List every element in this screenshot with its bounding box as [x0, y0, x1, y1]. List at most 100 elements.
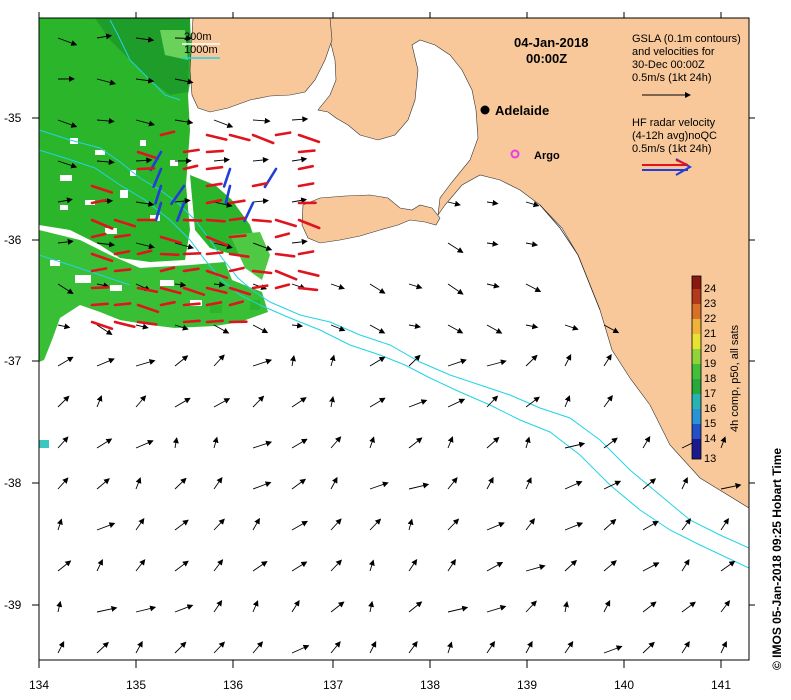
gsla-arrow: [447, 518, 460, 531]
radar-arrow-red: [274, 218, 297, 228]
radar-arrow-red: [228, 216, 247, 222]
radar-arrow-red: [113, 320, 136, 329]
colorbar-tick: 22: [704, 313, 716, 325]
radar-arrow-red: [182, 267, 200, 273]
gsla-arrow: [408, 437, 423, 449]
gsla-arrow: [329, 396, 335, 408]
x-tick-label: 140: [614, 678, 634, 692]
gsla-arrow: [603, 394, 613, 408]
hf-legend-line: 0.5m/s (1kt 24h): [632, 143, 711, 155]
x-axis-ticks: [38, 12, 722, 668]
gsla-arrow: [603, 645, 623, 654]
radar-arrow-red: [113, 268, 132, 273]
gsla-arrow: [57, 283, 74, 295]
gsla-arrow: [408, 601, 423, 613]
radar-arrow-red: [113, 250, 131, 256]
gsla-arrow: [603, 560, 617, 572]
gsla-arrow: [252, 641, 264, 654]
radar-arrow-red: [297, 286, 319, 292]
gsla-arrow: [174, 477, 187, 490]
gsla-arrow: [408, 640, 418, 654]
adelaide-label: Adelaide: [495, 103, 549, 118]
gsla-arrow: [96, 78, 116, 86]
gsla-arrow: [57, 323, 71, 330]
gsla-arrow: [525, 201, 540, 208]
radar-arrow-red: [297, 269, 320, 277]
gsla-arrow: [174, 78, 194, 85]
radar-arrow-red: [251, 182, 269, 188]
gsla-arrow: [291, 156, 308, 163]
gsla-arrow: [291, 599, 300, 613]
gsla-arrow: [603, 324, 620, 334]
gsla-arrow: [330, 601, 345, 613]
x-tick-label: 141: [711, 678, 731, 692]
gsla-arrow: [408, 283, 423, 290]
gsla-arrow: [369, 356, 386, 367]
gsla-arrow: [96, 438, 113, 449]
gsla-arrow: [212, 436, 219, 449]
gsla-arrow: [174, 604, 194, 613]
radar-arrow-red: [205, 133, 228, 141]
gsla-arrow: [330, 476, 338, 490]
gsla-arrow: [407, 518, 414, 531]
gsla-arrow: [96, 478, 110, 490]
gsla-arrow: [213, 242, 233, 250]
radar-arrow-red: [90, 198, 107, 205]
gsla-arrow: [135, 323, 149, 330]
gsla-arrow: [603, 480, 622, 490]
radar-arrow-red: [205, 269, 229, 280]
radar-arrow-red: [136, 167, 156, 171]
y-tick-label: -35: [4, 111, 22, 125]
colorbar-tick: 15: [704, 418, 716, 430]
gsla-arrow: [603, 353, 612, 367]
gsla-arrow: [57, 356, 74, 367]
gsla-arrow: [681, 476, 688, 490]
gsla-arrow: [603, 518, 617, 531]
gsla-arrow: [135, 605, 157, 613]
radar-arrow-red: [136, 320, 158, 326]
colorbar-tick: 19: [704, 358, 716, 370]
gsla-arrow: [252, 517, 260, 531]
hf-legend-line: (4-12h avg)noQC: [632, 130, 717, 142]
radar-arrow-red: [205, 251, 224, 256]
gsla-legend-line: 30-Dec 00:00Z: [632, 59, 705, 71]
gsla-arrow: [291, 397, 307, 408]
gsla-arrow: [525, 396, 540, 408]
gsla-arrow: [291, 561, 308, 572]
gsla-arrow: [57, 37, 78, 46]
radar-arrow-red: [90, 218, 114, 230]
gsla-arrow: [174, 641, 187, 654]
gsla-arrow: [408, 323, 421, 330]
radar-arrow-red: [205, 218, 226, 223]
gsla-arrow: [486, 522, 505, 531]
gsla-arrow: [135, 200, 155, 207]
gsla-arrow: [135, 242, 155, 250]
gsla-arrow: [213, 281, 226, 288]
gsla-arrow: [96, 158, 115, 165]
x-tick-label: 137: [323, 678, 343, 692]
radar-arrow-red: [205, 286, 228, 295]
gsla-arrow: [564, 559, 578, 572]
gsla-arrow: [447, 283, 464, 295]
radar-arrow-red: [205, 301, 223, 307]
radar-arrow-red: [205, 235, 229, 247]
colorbar-tick: 13: [704, 453, 716, 465]
radar-arrow-red: [90, 252, 114, 263]
gsla-arrow: [720, 560, 736, 572]
radar-arrow-red: [251, 218, 272, 223]
gsla-arrow: [291, 438, 308, 449]
colorbar-tick: 14: [704, 433, 716, 445]
radar-arrow-red: [90, 286, 110, 290]
radar-arrow-red: [182, 148, 200, 154]
gsla-arrow: [252, 440, 273, 449]
gsla-arrow: [252, 358, 273, 367]
radar-arrow-red: [90, 184, 114, 194]
gsla-arrow: [135, 119, 155, 127]
gsla-arrow: [252, 395, 265, 408]
gsla-arrow: [642, 478, 657, 490]
gsla-arrow: [174, 397, 191, 408]
gsla-arrow: [447, 558, 456, 572]
gsla-arrow: [408, 558, 418, 572]
gsla-arrow: [252, 198, 269, 205]
y-tick-label: -38: [4, 476, 22, 490]
